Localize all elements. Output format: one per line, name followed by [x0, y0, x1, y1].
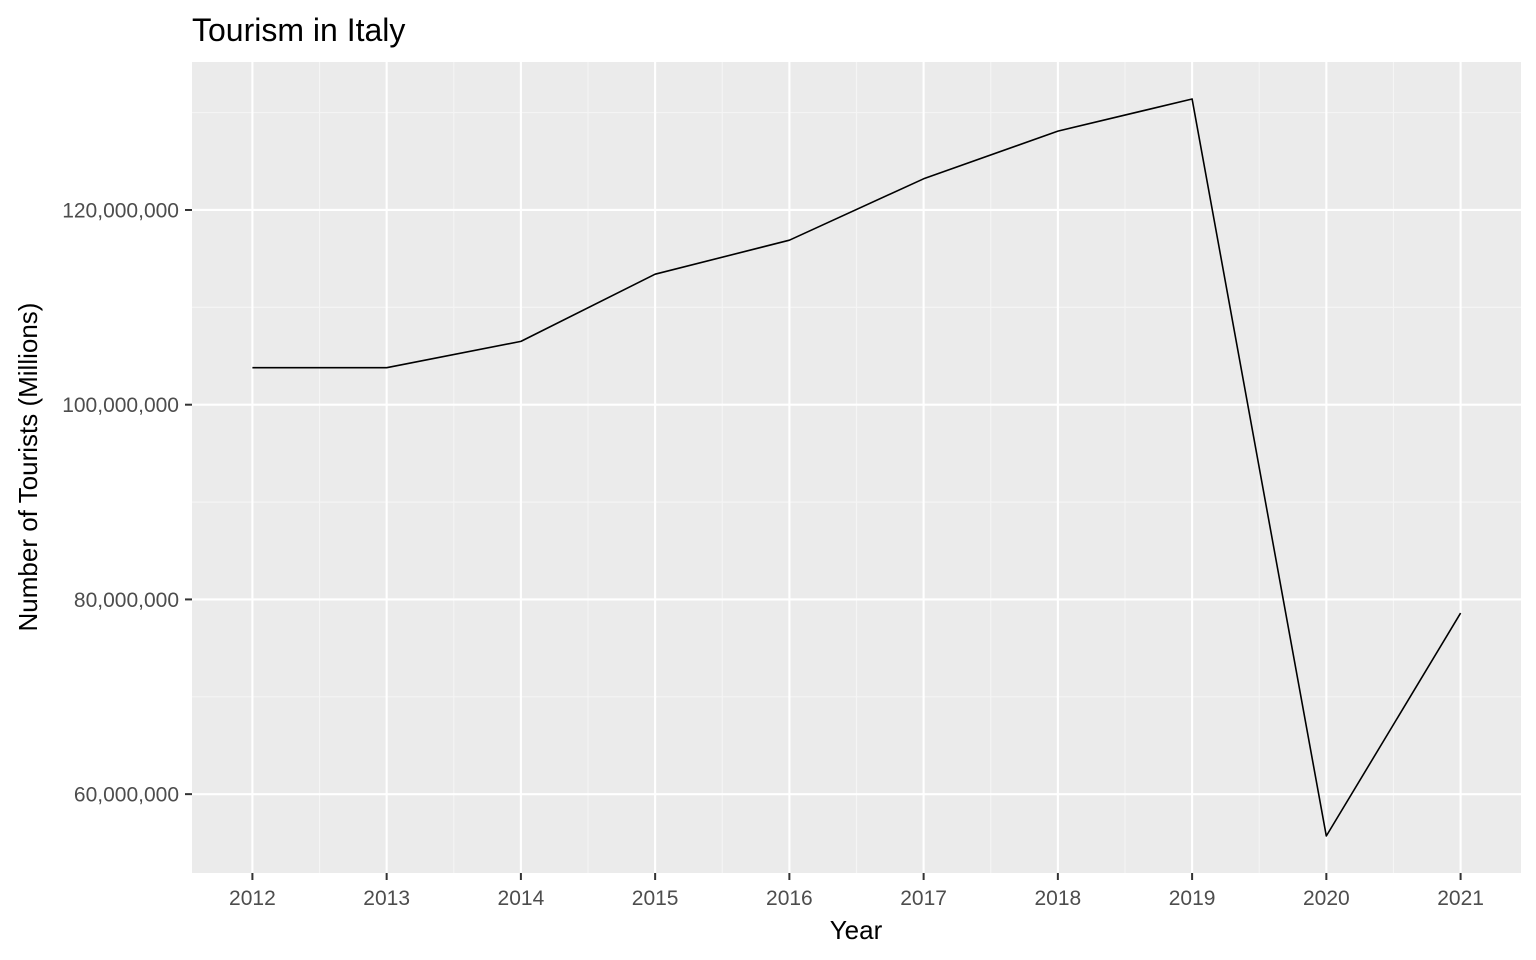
x-tick-label: 2012	[229, 887, 276, 910]
chart-title: Tourism in Italy	[192, 12, 405, 48]
x-tick-label: 2017	[900, 887, 947, 910]
y-axis-title: Number of Tourists (Millions)	[13, 303, 43, 632]
x-axis-title: Year	[830, 915, 883, 945]
y-tick-label: 120,000,000	[62, 199, 179, 222]
minor-gridlines	[192, 62, 1521, 873]
y-tick-label: 60,000,000	[74, 784, 179, 807]
x-tick-label: 2018	[1035, 887, 1082, 910]
y-tick-label: 100,000,000	[62, 394, 179, 417]
x-tick-label: 2015	[632, 887, 679, 910]
series-layer	[252, 98, 1462, 837]
x-tick-label: 2016	[766, 887, 813, 910]
x-axis-tick-labels: 2012 2013 2014 2015 2016 2017 2018 2019 2020 2021	[229, 887, 1484, 910]
y-axis-tick-labels: 60,000,000 80,000,000 100,000,000 120,000,0…	[62, 199, 179, 806]
x-tick-label: 2021	[1437, 887, 1484, 910]
x-tick-label: 2019	[1169, 887, 1216, 910]
x-tick-label: 2013	[363, 887, 410, 910]
axis-ticks	[185, 208, 1462, 880]
y-tick-label: 80,000,000	[74, 589, 179, 612]
series-line	[252, 98, 1462, 837]
x-tick-label: 2014	[498, 887, 545, 910]
x-tick-label: 2020	[1303, 887, 1350, 910]
